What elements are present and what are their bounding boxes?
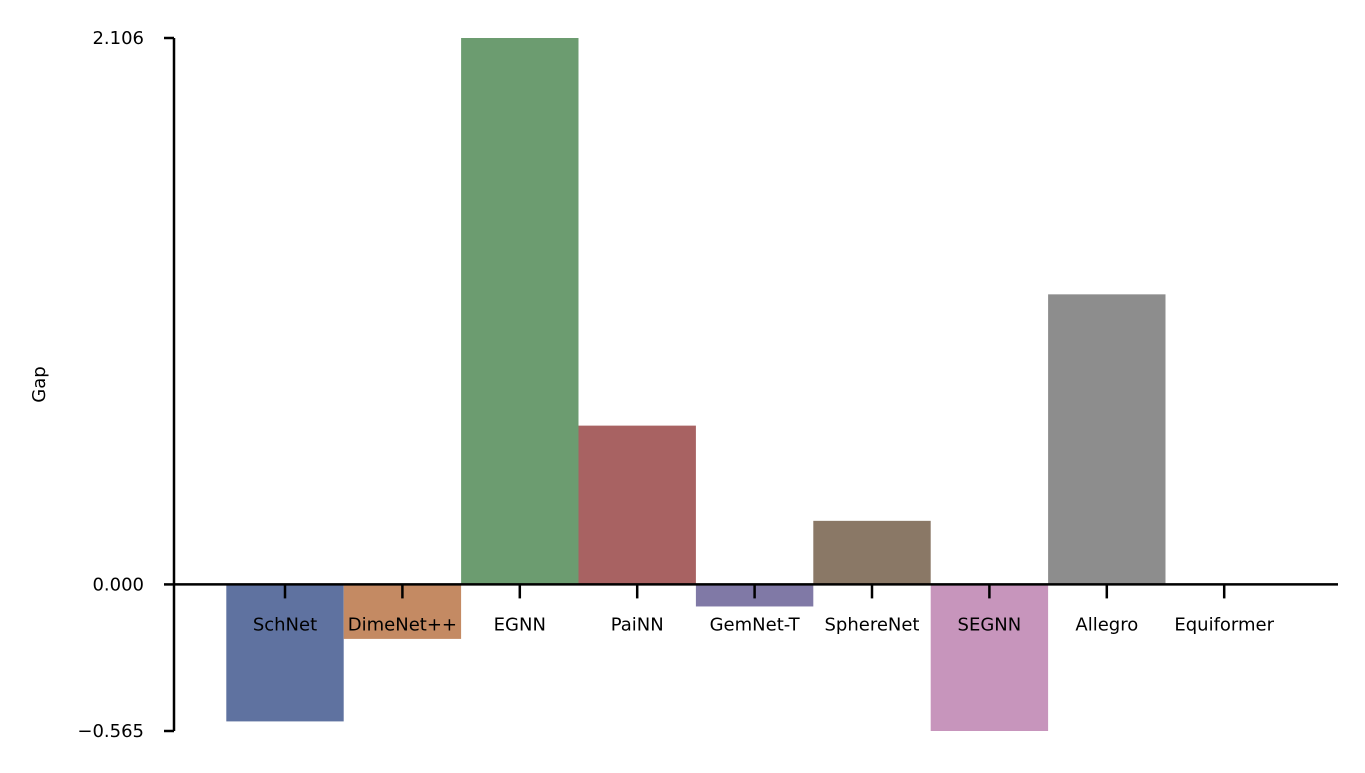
y-tick-label: 0.000 xyxy=(92,574,144,595)
bar-spherenet xyxy=(813,520,931,585)
bar-painn xyxy=(578,425,696,585)
bar-schnet xyxy=(226,584,344,722)
x-tick-label: SphereNet xyxy=(824,614,919,635)
y-tick-label: 2.106 xyxy=(92,28,144,49)
x-tick-label: Allegro xyxy=(1075,614,1138,635)
x-tick-label: PaiNN xyxy=(611,614,664,635)
y-ticks: −0.565 0.000 2.106 xyxy=(77,28,174,742)
x-tick-label: SEGNN xyxy=(958,614,1022,635)
y-axis-title: Gap xyxy=(29,366,50,402)
bars-layer xyxy=(226,38,1166,731)
bar-egnn xyxy=(461,38,579,585)
bar-segnn xyxy=(930,584,1049,731)
x-tick-label: GemNet-T xyxy=(710,614,801,635)
x-tick-label: EGNN xyxy=(494,614,546,635)
x-tick-label: Equiformer xyxy=(1174,614,1274,635)
bar-allegro xyxy=(1048,294,1166,585)
x-tick-label: DimeNet++ xyxy=(348,614,457,635)
x-tick-label: SchNet xyxy=(253,614,317,635)
axes-layer xyxy=(172,38,1338,731)
x-ticks: SchNet DimeNet++ EGNN PaiNN GemNet-T SphereNe… xyxy=(253,584,1275,635)
y-tick-label: −0.565 xyxy=(77,721,144,742)
